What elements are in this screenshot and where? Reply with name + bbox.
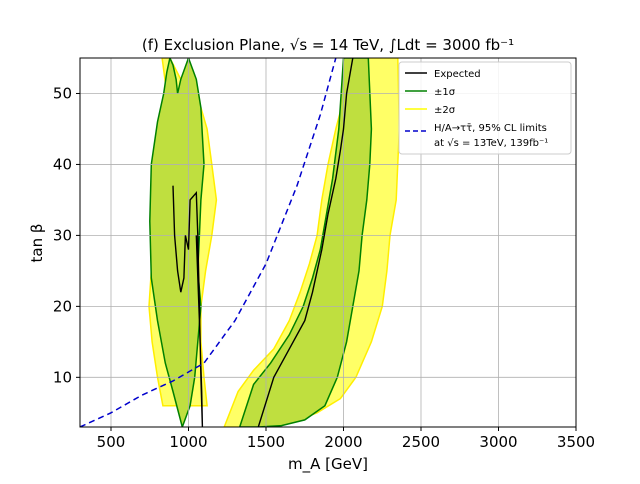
legend-label-2: ±2σ xyxy=(434,105,456,116)
legend-box xyxy=(398,61,572,155)
x-tick-label: 3000 xyxy=(479,433,517,451)
y-tick-label: 40 xyxy=(53,155,72,173)
x-tick-label: 2500 xyxy=(402,433,440,451)
y-tick-label: 10 xyxy=(53,368,72,386)
x-tick-label: 2000 xyxy=(324,433,362,451)
legend-label-3: H/A→ττ̄, 95% CL limits xyxy=(434,123,547,134)
y-axis-label: tan β xyxy=(28,224,46,263)
x-tick-label: 500 xyxy=(97,433,126,451)
y-tick-label: 50 xyxy=(53,84,72,102)
series-observed-limit-line xyxy=(80,58,337,427)
series-layer xyxy=(80,58,354,427)
legend-label-3-line2: at √s = 13TeV, 139fb⁻¹ xyxy=(434,138,548,149)
x-tick-label: 1000 xyxy=(169,433,207,451)
chart-title: (f) Exclusion Plane, √s = 14 TeV, ∫Ldt =… xyxy=(142,36,514,54)
y-tick-label: 30 xyxy=(53,226,72,244)
x-tick-label: 1500 xyxy=(247,433,285,451)
legend: Expected ±1σ ±2σ H/A→ττ̄, 95% CL limits at √… xyxy=(398,61,572,155)
y-axis-ticks: 10 20 30 40 50 xyxy=(53,84,80,386)
legend-label-1: ±1σ xyxy=(434,87,456,98)
series-expected-line-0 xyxy=(172,185,204,427)
legend-label-0: Expected xyxy=(434,69,481,80)
plot-frame xyxy=(79,57,577,428)
series-expected-line-1 xyxy=(257,58,354,427)
x-tick-label: 3500 xyxy=(557,433,595,451)
x-axis-ticks: 500 1000 1500 2000 2500 3000 3500 xyxy=(97,427,595,451)
legend-items: Expected ±1σ ±2σ H/A→ττ̄, 95% CL limits at √… xyxy=(405,69,548,149)
y-tick-label: 20 xyxy=(53,297,72,315)
x-axis-label: m_A [GeV] xyxy=(288,455,368,474)
grid-layer xyxy=(80,58,577,427)
